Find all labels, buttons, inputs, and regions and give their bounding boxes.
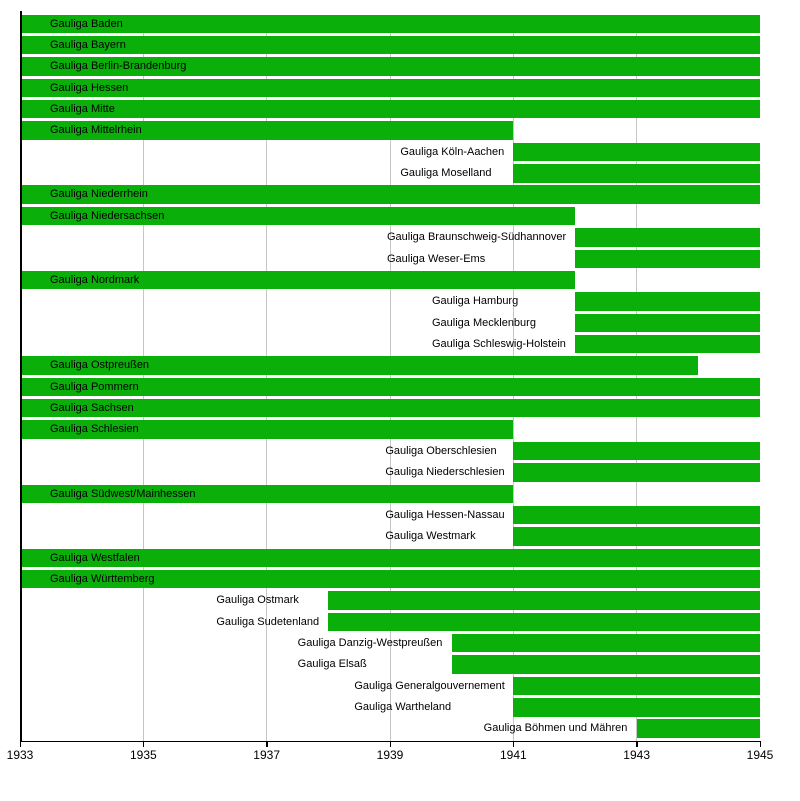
timeline-bar xyxy=(20,377,760,397)
bar-label: Gauliga Elsaß xyxy=(297,658,367,671)
bar-label: Gauliga Sudetenland xyxy=(216,615,320,628)
gridline xyxy=(636,14,638,741)
x-axis-tick-label: 1937 xyxy=(253,747,280,762)
bar-label: Gauliga Westfalen xyxy=(50,551,140,564)
x-axis-tick xyxy=(389,742,391,748)
bar-label: Gauliga Oberschlesien xyxy=(385,444,497,457)
bar-label: Gauliga Nordmark xyxy=(50,273,140,286)
timeline-bar xyxy=(20,100,760,119)
bar-label: Gauliga Württemberg xyxy=(50,572,155,585)
timeline-bar xyxy=(20,548,760,567)
timeline-bar xyxy=(636,719,760,738)
bar-label: Gauliga Sachsen xyxy=(50,402,134,415)
bar-label: Gauliga Bayern xyxy=(50,38,126,51)
bar-label: Gauliga Hessen xyxy=(50,81,129,94)
timeline-bar xyxy=(20,420,514,439)
x-axis-tick-label: 1933 xyxy=(6,747,34,762)
timeline-bar xyxy=(20,14,760,33)
bar-label: Gauliga Mecklenburg xyxy=(432,316,536,329)
timeline-bar xyxy=(451,655,760,674)
bar-label: Gauliga Böhmen und Mähren xyxy=(483,722,628,735)
x-axis-tick-label: 1941 xyxy=(499,747,527,762)
bar-label: Gauliga Baden xyxy=(50,17,123,30)
timeline-bar xyxy=(513,698,760,717)
gridline xyxy=(142,14,144,741)
timeline-bar xyxy=(20,399,760,418)
x-axis-line xyxy=(20,740,761,743)
timeline-bar xyxy=(513,527,760,546)
x-axis-tick xyxy=(266,742,268,748)
x-axis-tick xyxy=(759,742,761,748)
gridline xyxy=(512,14,514,741)
x-axis-tick-label: 1939 xyxy=(376,747,404,762)
bar-label: Gauliga Ostpreußen xyxy=(50,359,150,372)
timeline-bar xyxy=(20,356,699,375)
timeline-bar xyxy=(20,78,760,98)
timeline-bar xyxy=(513,505,760,525)
bar-label: Gauliga Weser-Ems xyxy=(387,252,486,265)
bar-label: Gauliga Moselland xyxy=(400,167,492,180)
x-axis-tick-label: 1935 xyxy=(129,747,157,762)
x-axis-tick xyxy=(142,742,145,748)
x-axis-tick xyxy=(636,742,638,748)
timeline-bar xyxy=(328,591,760,610)
bar-label: Gauliga Niedersachsen xyxy=(50,209,165,222)
timeline-bar xyxy=(513,676,760,696)
bar-label: Gauliga Braunschweig-Südhannover xyxy=(387,231,567,244)
timeline-bar xyxy=(20,121,514,140)
gridline xyxy=(389,14,391,741)
timeline-bar xyxy=(513,463,760,482)
timeline-bar xyxy=(20,270,575,290)
timeline-bar xyxy=(20,35,760,55)
bar-label: Gauliga Westmark xyxy=(385,530,476,543)
timeline-bar xyxy=(20,569,760,589)
timeline-bar xyxy=(513,441,760,461)
timeline-bar xyxy=(20,206,575,226)
y-axis-line xyxy=(20,11,22,741)
bar-label: Gauliga Hamburg xyxy=(432,295,519,308)
timeline-bar xyxy=(575,228,760,247)
bar-label: Gauliga Wartheland xyxy=(354,701,452,714)
timeline-bar xyxy=(575,313,760,333)
timeline-bar xyxy=(328,612,760,632)
bar-label: Gauliga Mitte xyxy=(50,103,115,116)
bar-label: Gauliga Generalgouvernement xyxy=(354,679,505,692)
timeline-bar xyxy=(20,185,760,204)
bar-label: Gauliga Köln-Aachen xyxy=(400,145,505,158)
bar-label: Gauliga Mittelrhein xyxy=(50,124,142,137)
timeline-bar xyxy=(513,142,760,162)
bar-label: Gauliga Hessen-Nassau xyxy=(385,508,505,521)
x-axis-tick xyxy=(512,742,515,748)
x-axis-tick-label: 1943 xyxy=(623,747,650,762)
timeline-bar xyxy=(20,484,514,503)
bar-label: Gauliga Ostmark xyxy=(216,594,299,607)
x-axis-tick xyxy=(19,742,21,748)
x-axis-tick-label: 1945 xyxy=(746,747,774,762)
bar-label: Gauliga Schlesien xyxy=(50,423,139,436)
timeline-bar xyxy=(575,249,760,268)
gridline xyxy=(266,14,268,741)
bar-label: Gauliga Südwest/Mainhessen xyxy=(50,487,196,500)
timeline-bar xyxy=(575,335,760,354)
timeline-bar xyxy=(20,57,760,76)
timeline-bar xyxy=(575,292,760,311)
timeline-bar xyxy=(451,634,760,653)
timeline-bar xyxy=(513,164,760,183)
bar-label: Gauliga Pommern xyxy=(50,380,139,393)
bar-label: Gauliga Danzig-Westpreußen xyxy=(297,637,443,650)
bar-label: Gauliga Schleswig-Holstein xyxy=(432,338,566,350)
bar-label: Gauliga Niederrhein xyxy=(50,188,148,201)
bar-label: Gauliga Berlin-Brandenburg xyxy=(50,60,187,73)
bar-label: Gauliga Niederschlesien xyxy=(385,466,505,479)
